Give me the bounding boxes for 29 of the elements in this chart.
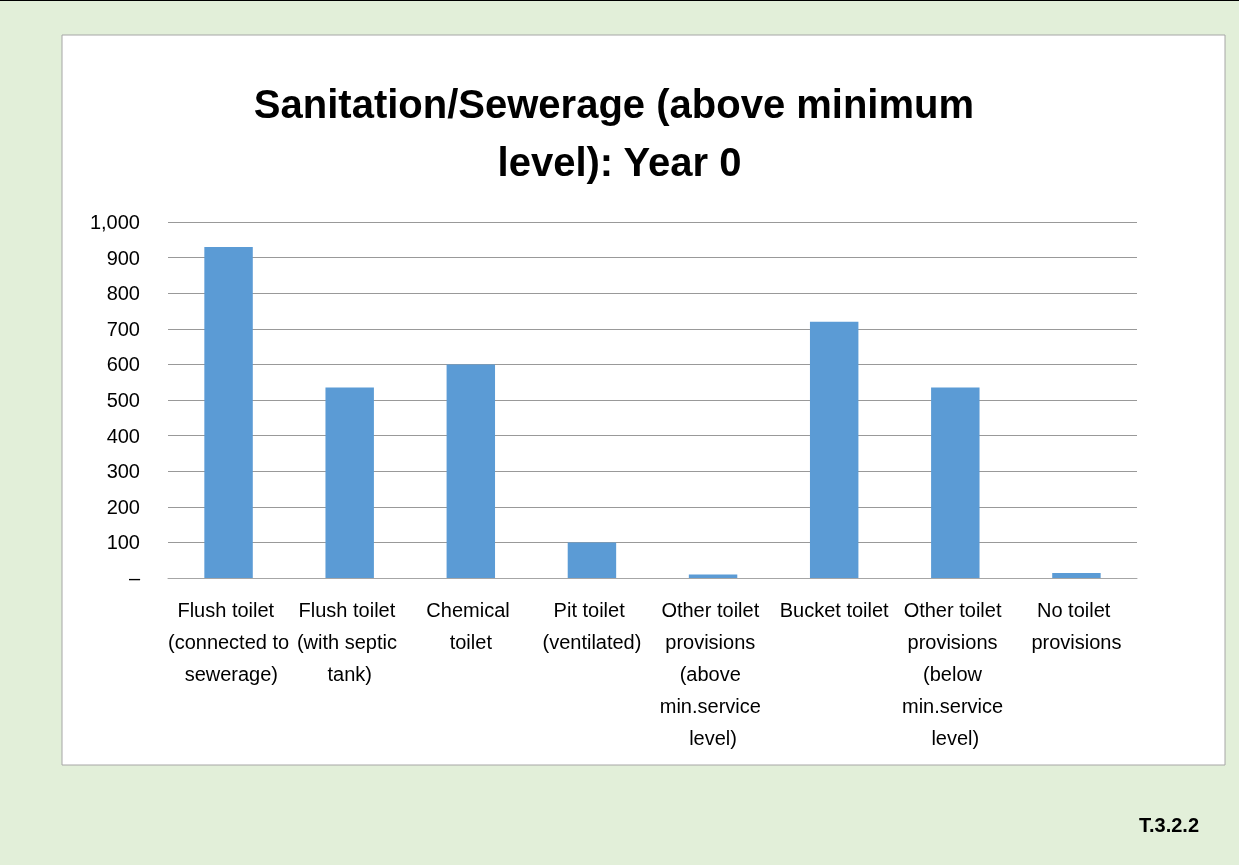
y-tick-label: 100 bbox=[106, 531, 140, 554]
x-tick-label: Pit toilet (ventilated) bbox=[542, 599, 642, 653]
bar bbox=[567, 542, 617, 578]
x-tick-label: Other toilet provisions (above min.service level) bbox=[659, 599, 767, 749]
y-tick-label: 700 bbox=[106, 317, 140, 340]
chart-title: Sanitation/Sewerage (above minimum level): Year 0 bbox=[253, 82, 986, 184]
y-tick-label: 200 bbox=[106, 495, 140, 518]
x-tick-label: Other toilet provisions (below min.service level) bbox=[901, 599, 1009, 749]
bar bbox=[325, 387, 374, 578]
bar bbox=[688, 574, 738, 578]
y-tick-label: – bbox=[128, 567, 141, 589]
y-tick-label: 400 bbox=[106, 424, 140, 447]
bar bbox=[809, 321, 859, 578]
x-tick-label: Chemical toilet bbox=[426, 599, 516, 653]
y-tick-label: 600 bbox=[106, 353, 140, 376]
bar bbox=[1052, 573, 1101, 578]
x-tick-label: Flush toilet (connected to sewerage) bbox=[167, 599, 290, 685]
text: T.3.2.2 bbox=[1138, 814, 1200, 836]
y-tick-label: 800 bbox=[106, 282, 140, 305]
bar bbox=[931, 387, 980, 578]
y-tick-label: 300 bbox=[106, 460, 140, 483]
y-tick-label: 900 bbox=[106, 246, 140, 269]
y-tick-label: 500 bbox=[106, 389, 140, 411]
x-tick-label: Bucket toilet bbox=[779, 599, 890, 621]
y-tick-label: 1,000 bbox=[89, 211, 140, 233]
bar bbox=[446, 364, 496, 578]
bar bbox=[204, 246, 253, 578]
x-tick-label: Flush toilet (with septic tank) bbox=[296, 599, 403, 685]
x-tick-label: No toilet provisions bbox=[1031, 599, 1122, 653]
